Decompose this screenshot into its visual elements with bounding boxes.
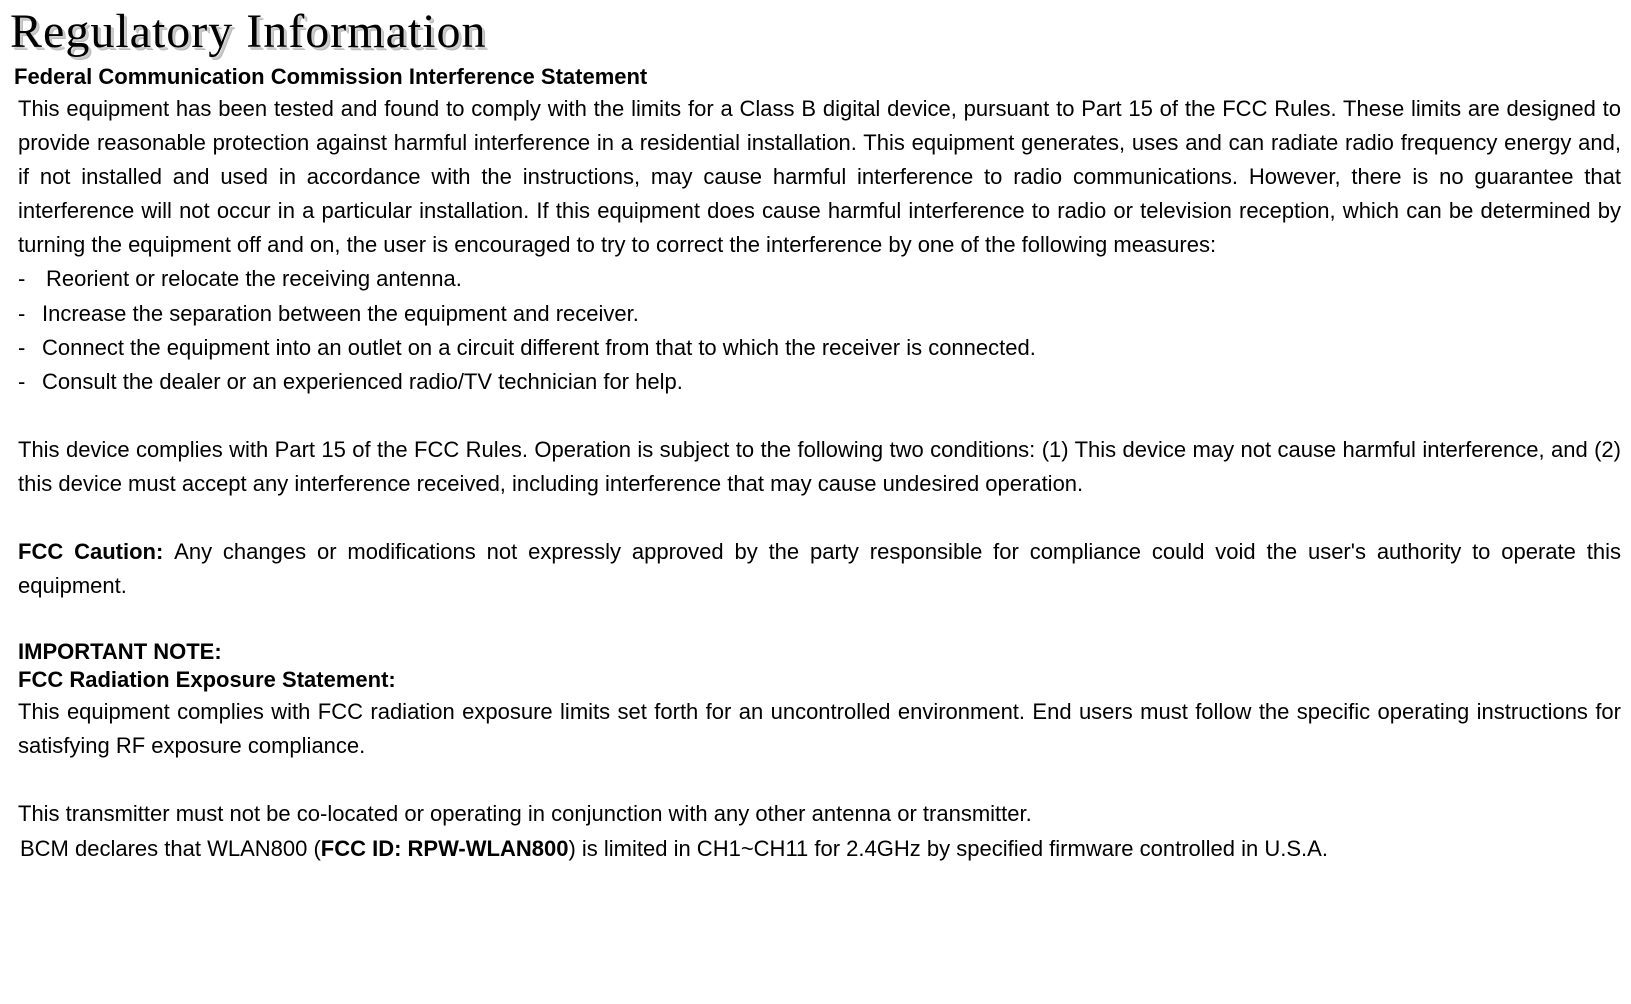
bullet-item: -Reorient or relocate the receiving ante… [10,262,1621,296]
bullet-text: Consult the dealer or an experienced rad… [42,369,683,394]
important-note-heading: IMPORTANT NOTE: [10,639,1621,665]
page-title: Regulatory Information [10,8,1621,56]
fcc-intro-paragraph: This equipment has been tested and found… [10,92,1621,262]
bullet-text: Connect the equipment into an outlet on … [42,335,1036,360]
radiation-exposure-heading: FCC Radiation Exposure Statement: [10,667,1621,693]
radiation-paragraph: This equipment complies with FCC radiati… [10,695,1621,763]
spacer [10,399,1621,433]
spacer [10,603,1621,637]
bullet-dash-icon: - [18,331,42,365]
spacer [10,763,1621,797]
spacer [10,501,1621,535]
bullet-item: -Increase the separation between the equ… [10,297,1621,331]
fcc-interference-heading: Federal Communication Commission Interfe… [10,64,1621,90]
fcc-caution-label: FCC Caution: [18,539,174,564]
bcm-suffix-text: ) is limited in CH1~CH11 for 2.4GHz by s… [568,836,1327,861]
fcc-caution-text: Any changes or modifications not express… [18,539,1621,598]
fcc-caution-paragraph: FCC Caution: Any changes or modification… [10,535,1621,603]
bullet-dash-icon: - [18,365,42,399]
fcc-id-text: FCC ID: RPW-WLAN800 [321,836,569,861]
bullet-dash-icon: - [18,262,46,296]
bullet-dash-icon: - [18,297,42,331]
bullet-text: Increase the separation between the equi… [42,301,639,326]
bullet-item: -Connect the equipment into an outlet on… [10,331,1621,365]
part15-paragraph: This device complies with Part 15 of the… [10,433,1621,501]
bcm-prefix-text: BCM declares that WLAN800 ( [20,836,321,861]
bullet-text: Reorient or relocate the receiving anten… [46,266,462,291]
bcm-declaration: BCM declares that WLAN800 (FCC ID: RPW-W… [10,832,1621,866]
transmitter-paragraph: This transmitter must not be co-located … [10,797,1621,831]
bullet-item: -Consult the dealer or an experienced ra… [10,365,1621,399]
